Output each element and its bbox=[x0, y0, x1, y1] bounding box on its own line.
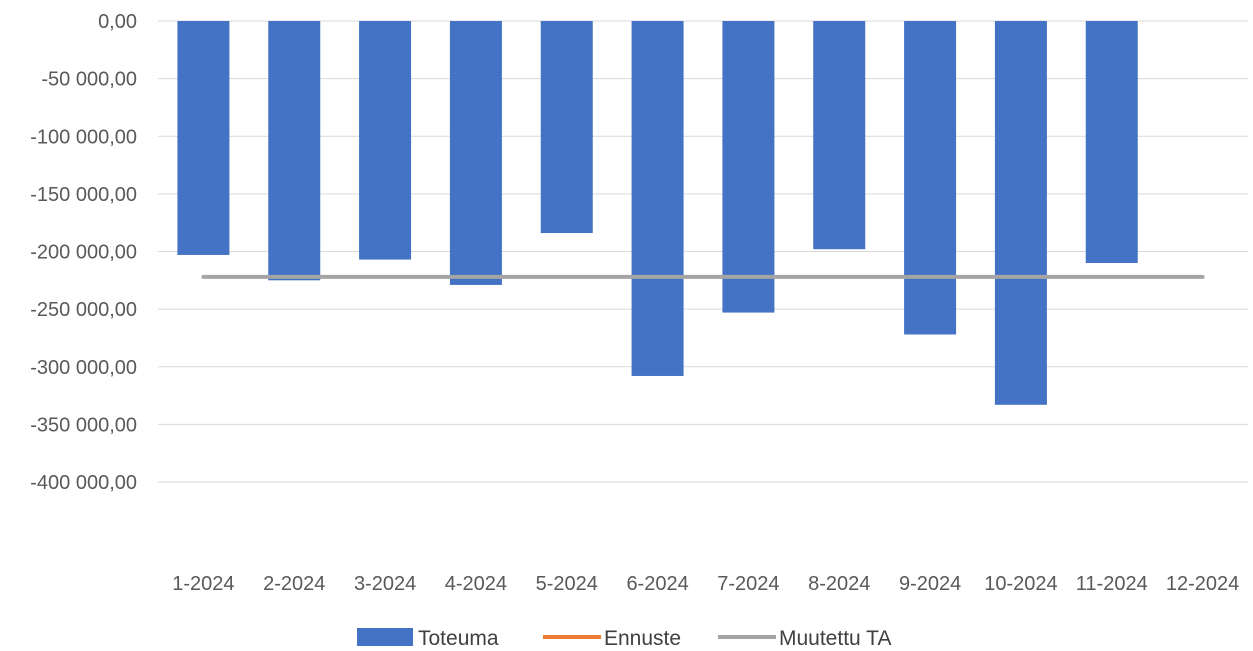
y-tick-label: -250 000,00 bbox=[30, 299, 137, 321]
x-tick-label: 5-2024 bbox=[536, 573, 598, 595]
y-tick-label: -100 000,00 bbox=[30, 126, 137, 148]
bar-9-2024 bbox=[904, 21, 957, 335]
legend: Toteuma Ennuste Muutettu TA bbox=[357, 627, 891, 650]
y-tick-label: -300 000,00 bbox=[30, 357, 137, 379]
x-tick-label: 2-2024 bbox=[263, 573, 325, 595]
x-tick-label: 1-2024 bbox=[172, 573, 234, 595]
y-tick-label: 0,00 bbox=[98, 11, 137, 33]
x-tick-label: 4-2024 bbox=[445, 573, 507, 595]
x-tick-label: 3-2024 bbox=[354, 573, 416, 595]
bar-11-2024 bbox=[1085, 21, 1138, 264]
gridlines bbox=[158, 20, 1248, 483]
bar-2-2024 bbox=[268, 21, 321, 281]
y-tick-label: -200 000,00 bbox=[30, 242, 137, 264]
bar-8-2024 bbox=[813, 21, 866, 250]
legend-item-toteuma: Toteuma bbox=[357, 627, 499, 650]
legend-label: Toteuma bbox=[418, 627, 499, 650]
bar-6-2024 bbox=[631, 21, 684, 376]
bar-5-2024 bbox=[540, 21, 593, 234]
bar-1-2024 bbox=[177, 21, 230, 255]
y-tick-label: -50 000,00 bbox=[41, 69, 137, 91]
bar-10-2024 bbox=[994, 21, 1047, 405]
x-tick-label: 11-2024 bbox=[1076, 573, 1148, 595]
x-tick-label: 7-2024 bbox=[717, 573, 779, 595]
legend-label: Ennuste bbox=[604, 627, 681, 650]
x-axis-tick-labels: 1-2024 2-2024 3-2024 4-2024 5-2024 6-2024 7-20… bbox=[172, 573, 1239, 595]
x-tick-label: 8-2024 bbox=[808, 573, 870, 595]
bar-3-2024 bbox=[359, 21, 412, 260]
x-tick-label: 12-2024 bbox=[1166, 573, 1239, 595]
y-tick-label: -400 000,00 bbox=[30, 472, 137, 494]
legend-item-ennuste: Ennuste bbox=[543, 627, 681, 650]
y-tick-label: -350 000,00 bbox=[30, 414, 137, 436]
legend-label: Muutettu TA bbox=[779, 627, 891, 650]
y-axis-tick-labels: 0,00 -50 000,00 -100 000,00 -150 000,00 -200… bbox=[30, 11, 137, 494]
bar-4-2024 bbox=[449, 21, 502, 285]
y-tick-label: -150 000,00 bbox=[30, 184, 137, 206]
legend-item-muutettu-ta: Muutettu TA bbox=[718, 627, 891, 650]
x-tick-label: 9-2024 bbox=[899, 573, 961, 595]
bar-series bbox=[177, 21, 1138, 405]
bar-7-2024 bbox=[722, 21, 775, 313]
x-tick-label: 10-2024 bbox=[984, 573, 1057, 595]
x-tick-label: 6-2024 bbox=[626, 573, 688, 595]
legend-swatch bbox=[357, 628, 413, 646]
